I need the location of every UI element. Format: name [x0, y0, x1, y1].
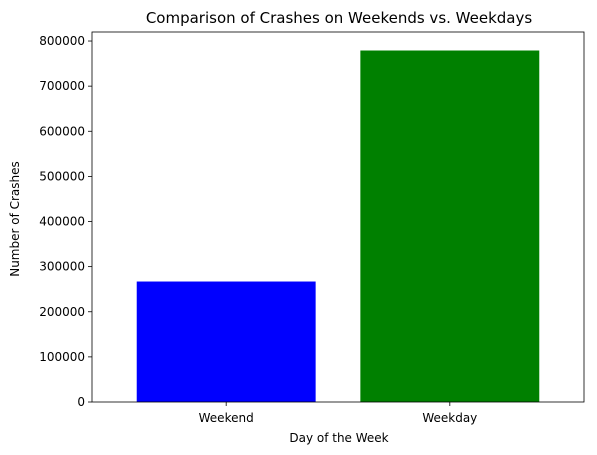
y-tick-label: 800000	[39, 34, 85, 48]
y-tick-label: 300000	[39, 260, 85, 274]
bar-weekend	[136, 281, 316, 402]
bars-group	[136, 50, 540, 402]
y-tick-label: 600000	[39, 124, 85, 138]
chart-title: Comparison of Crashes on Weekends vs. We…	[146, 9, 533, 27]
x-axis-label: Day of the Week	[289, 431, 388, 445]
y-tick-label: 0	[77, 395, 85, 409]
y-tick-label: 500000	[39, 169, 85, 183]
bar-weekday	[360, 50, 540, 402]
y-axis-label: Number of Crashes	[8, 161, 22, 277]
x-tick-label-weekday: Weekday	[422, 411, 477, 425]
axes-frame	[91, 31, 585, 403]
y-tick-label: 100000	[39, 350, 85, 364]
y-tick-label: 200000	[39, 305, 85, 319]
y-tick-label: 400000	[39, 215, 85, 229]
y-tick-label: 700000	[39, 79, 85, 93]
x-axis-ticks: Weekend Weekday	[199, 402, 477, 425]
x-tick-label-weekend: Weekend	[199, 411, 254, 425]
y-axis-ticks: 0 100000 200000 300000 400000 500000 600000 700…	[39, 34, 92, 409]
